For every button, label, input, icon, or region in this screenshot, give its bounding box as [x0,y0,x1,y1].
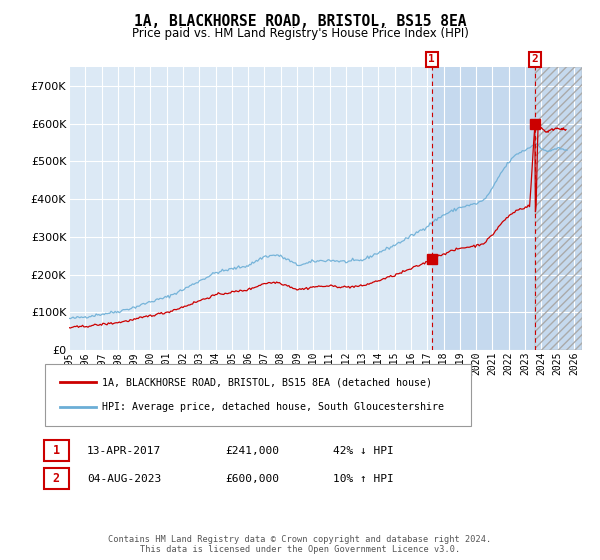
Text: £241,000: £241,000 [225,446,279,456]
Text: 1A, BLACKHORSE ROAD, BRISTOL, BS15 8EA (detached house): 1A, BLACKHORSE ROAD, BRISTOL, BS15 8EA (… [102,377,432,388]
Text: Contains HM Land Registry data © Crown copyright and database right 2024.
This d: Contains HM Land Registry data © Crown c… [109,535,491,554]
Text: 04-AUG-2023: 04-AUG-2023 [87,474,161,484]
Text: 2: 2 [532,54,538,64]
Text: 1: 1 [428,54,435,64]
Text: 42% ↓ HPI: 42% ↓ HPI [333,446,394,456]
Bar [535,67,582,350]
Text: 1A, BLACKHORSE ROAD, BRISTOL, BS15 8EA: 1A, BLACKHORSE ROAD, BRISTOL, BS15 8EA [134,14,466,29]
Text: £600,000: £600,000 [225,474,279,484]
Text: Price paid vs. HM Land Registry's House Price Index (HPI): Price paid vs. HM Land Registry's House … [131,27,469,40]
Text: HPI: Average price, detached house, South Gloucestershire: HPI: Average price, detached house, Sout… [102,402,444,412]
Bar [432,67,582,350]
Text: 2: 2 [53,472,60,486]
Text: 1: 1 [53,444,60,458]
Text: 13-APR-2017: 13-APR-2017 [87,446,161,456]
Text: 10% ↑ HPI: 10% ↑ HPI [333,474,394,484]
